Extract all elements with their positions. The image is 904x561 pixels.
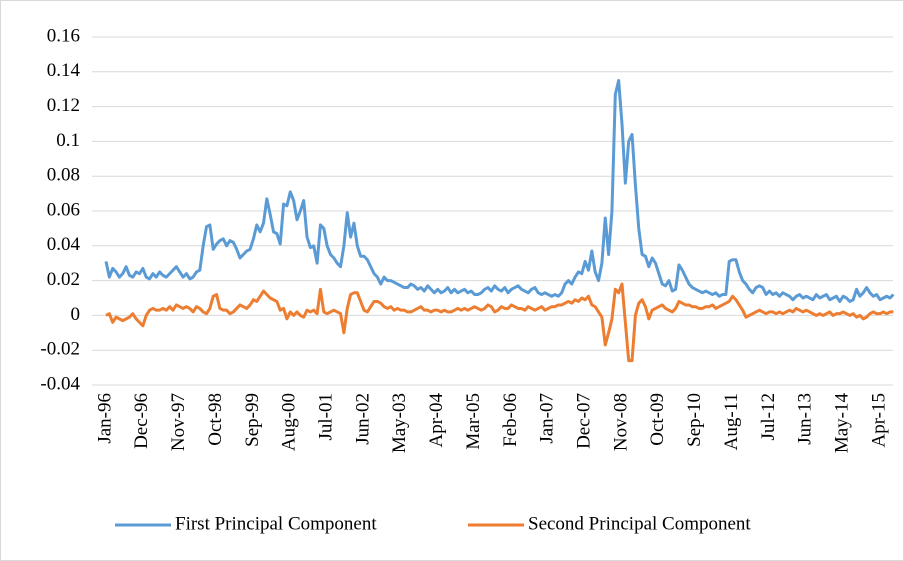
x-tick-label: Jan-96: [94, 393, 115, 444]
x-tick-label: Oct-98: [205, 393, 226, 446]
y-tick-label: 0.08: [47, 165, 80, 186]
x-tick-label: May-14: [832, 393, 853, 454]
x-tick-label: Jan-07: [537, 393, 558, 444]
y-tick-label: -0.02: [40, 339, 80, 360]
x-tick-label: Nov-08: [610, 393, 631, 451]
legend-label: Second Principal Component: [528, 513, 751, 534]
x-tick-label: Feb-06: [500, 393, 521, 447]
series-line: [105, 282, 894, 363]
x-tick-label: Oct-09: [647, 393, 668, 446]
y-tick-label: 0.02: [47, 269, 80, 290]
y-tick-label: 0.14: [47, 60, 81, 81]
x-tick-label: Apr-04: [426, 393, 447, 448]
y-tick-label: 0.06: [47, 199, 80, 220]
x-tick-label: May-03: [389, 393, 410, 453]
x-tick-label: Nov-97: [168, 393, 189, 451]
y-tick-label: 0.1: [56, 130, 80, 151]
x-tick-label: Aug-00: [279, 393, 300, 451]
series-line: [104, 79, 895, 303]
y-tick-label: -0.04: [40, 373, 80, 394]
x-tick-label: Sep-99: [242, 393, 263, 447]
x-tick-label: Jul-12: [758, 393, 779, 441]
x-tick-label: Mar-05: [463, 393, 484, 450]
x-tick-label: Dec-07: [574, 393, 595, 449]
x-tick-label: Jul-01: [316, 393, 337, 441]
x-tick-label: Apr-15: [868, 393, 889, 448]
x-tick-label: Jun-02: [352, 393, 373, 445]
legend-label: First Principal Component: [175, 513, 377, 534]
y-tick-label: 0: [71, 304, 81, 325]
x-tick-label: Sep-10: [684, 393, 705, 447]
x-tick-label: Dec-96: [131, 393, 152, 449]
x-tick-label: Aug-11: [721, 393, 742, 450]
y-tick-label: 0.12: [47, 95, 80, 116]
y-tick-label: 0.16: [47, 25, 80, 46]
x-tick-label: Jun-13: [795, 393, 816, 445]
y-tick-label: 0.04: [47, 234, 81, 255]
